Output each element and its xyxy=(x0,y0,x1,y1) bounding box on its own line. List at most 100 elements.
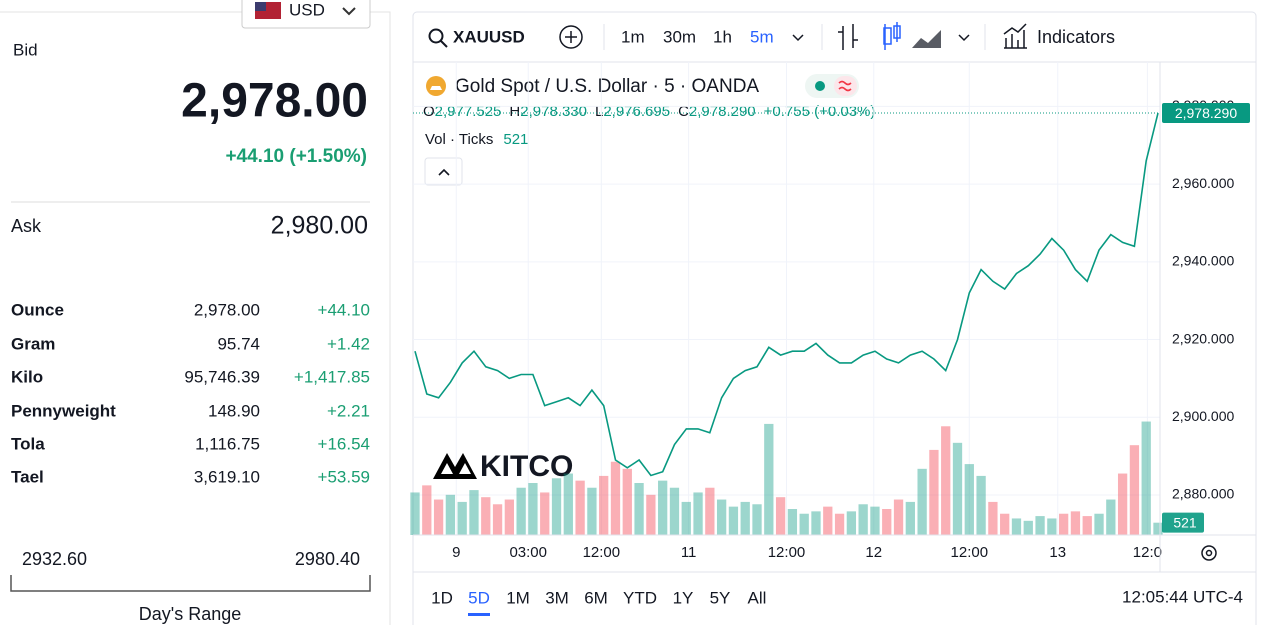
volume-bar xyxy=(988,501,998,535)
status-dot xyxy=(815,81,825,91)
y-tick-label: 2,920.000 xyxy=(1172,330,1234,346)
indicators-button[interactable]: Indicators xyxy=(1037,27,1115,47)
ohlc-legend: O2,977.525 H2,978.330 L2,976.695 C2,978.290… xyxy=(423,103,875,120)
chevron[interactable] xyxy=(958,34,970,42)
volume-bar xyxy=(976,475,986,535)
x-tick-label: 12:00 xyxy=(768,544,806,561)
volume-bar xyxy=(728,506,739,535)
range-button[interactable]: 1D xyxy=(431,588,453,607)
volume-bar xyxy=(905,501,915,535)
y-tick-label: 2,940.000 xyxy=(1172,253,1234,269)
unit-change: +2.21 xyxy=(327,401,370,420)
range-button[interactable]: YTD xyxy=(623,588,657,607)
symbol[interactable]: XAUUSD xyxy=(453,27,525,46)
volume-bar xyxy=(823,506,833,535)
range-button[interactable]: All xyxy=(748,588,767,607)
x-tick-label: 03:00 xyxy=(509,544,547,561)
range-bar xyxy=(10,575,371,592)
indicators-icon[interactable] xyxy=(1003,23,1027,49)
currency: USD xyxy=(289,0,325,19)
bid-price: 2,978.00 xyxy=(181,75,368,128)
candles-icon[interactable] xyxy=(883,22,901,50)
last-price-label: 2,978.290 xyxy=(1175,105,1237,121)
interval-button[interactable]: 5m xyxy=(750,27,774,46)
volume-bar xyxy=(492,504,503,535)
watermark-logo xyxy=(433,453,477,479)
interval-button[interactable]: 1m xyxy=(621,27,645,46)
ask-price: 2,980.00 xyxy=(271,212,368,240)
unit-change: +1,417.85 xyxy=(294,367,370,386)
volume-bar xyxy=(1023,520,1033,535)
chart-frame xyxy=(412,11,1257,630)
range-button[interactable]: 1M xyxy=(506,588,530,607)
ohlc-value: 2,978.330 xyxy=(520,103,587,120)
ohlc-value: 2,976.695 xyxy=(603,103,670,120)
volume-label: Vol · Ticks xyxy=(425,131,493,148)
unit-name: Tola xyxy=(11,434,45,453)
volume-bar xyxy=(964,464,974,535)
volume-bar xyxy=(575,480,585,535)
chevron xyxy=(342,7,356,16)
area-icon[interactable] xyxy=(912,30,941,48)
range-high: 2980.40 xyxy=(295,549,360,569)
volume-bar xyxy=(1082,516,1092,535)
unit-name: Gram xyxy=(11,334,55,353)
volume-bar xyxy=(858,504,868,535)
interval-button[interactable]: 30m xyxy=(663,27,696,46)
settings-icon xyxy=(1205,549,1213,557)
volume-bar xyxy=(1141,421,1151,535)
range-button[interactable]: 3M xyxy=(545,588,569,607)
volume-bar xyxy=(1070,511,1081,535)
chevron[interactable] xyxy=(792,34,804,42)
volume-bar xyxy=(1153,522,1163,535)
ohlc-key: O xyxy=(423,103,435,120)
range-button[interactable]: 1Y xyxy=(673,588,694,607)
volume-bar xyxy=(540,492,550,535)
plot: 2,880.000 2,900.000 2,920.000 2,940.000 2,96… xyxy=(410,62,1250,561)
active-underline xyxy=(468,613,490,616)
bars-icon[interactable] xyxy=(838,24,858,50)
ohlc-value: 2,978.290 xyxy=(689,103,756,120)
volume-bar xyxy=(870,506,880,535)
unit-change: +44.10 xyxy=(318,300,370,319)
unit-name: Ounce xyxy=(11,300,64,319)
x-tick-label: 12 xyxy=(865,544,882,561)
unit-price: 95.74 xyxy=(217,334,260,353)
unit-change: +53.59 xyxy=(318,467,370,486)
volume-bar xyxy=(622,468,632,535)
unit-name: Pennyweight xyxy=(11,401,116,420)
x-tick-label: 12:00 xyxy=(951,544,989,561)
unit-price: 2,978.00 xyxy=(194,300,260,319)
volume-bar xyxy=(646,494,656,535)
volume-bar xyxy=(1106,499,1116,535)
volume-bar xyxy=(799,513,809,535)
volume-bar xyxy=(740,501,750,535)
ask-label: Ask xyxy=(11,216,42,236)
volume-bar xyxy=(952,442,963,535)
unit-table: Ounce 2,978.00 +44.10 Gram 95.74 +1.42 Kilo 95,… xyxy=(11,300,370,486)
volume-bar xyxy=(528,483,538,535)
volume-bar xyxy=(882,509,892,535)
interval-button[interactable]: 1h xyxy=(713,27,732,46)
search-icon[interactable] xyxy=(428,28,444,44)
volume-bar xyxy=(1094,513,1104,535)
range-button[interactable]: 6M xyxy=(584,588,608,607)
volume-bar xyxy=(634,483,644,535)
range-button[interactable]: 5D xyxy=(468,588,490,607)
x-tick-label: 12:0 xyxy=(1133,544,1162,561)
volume-bar xyxy=(410,492,420,535)
compare-button[interactable] xyxy=(559,25,583,49)
volume-bar xyxy=(681,501,691,535)
settings-icon[interactable] xyxy=(1201,545,1217,561)
range-button[interactable]: 5Y xyxy=(710,588,731,607)
volume-bar xyxy=(551,478,562,535)
volume-bar xyxy=(716,499,727,535)
volume-bar xyxy=(1000,513,1010,535)
clock: 12:05:44 UTC-4 xyxy=(1122,587,1243,606)
volume-bar xyxy=(1117,473,1128,535)
volume-bar xyxy=(445,494,456,535)
last-price-box xyxy=(1162,103,1250,124)
volume-bar xyxy=(433,499,444,535)
bid-change: +44.10 (+1.50%) xyxy=(225,146,367,167)
